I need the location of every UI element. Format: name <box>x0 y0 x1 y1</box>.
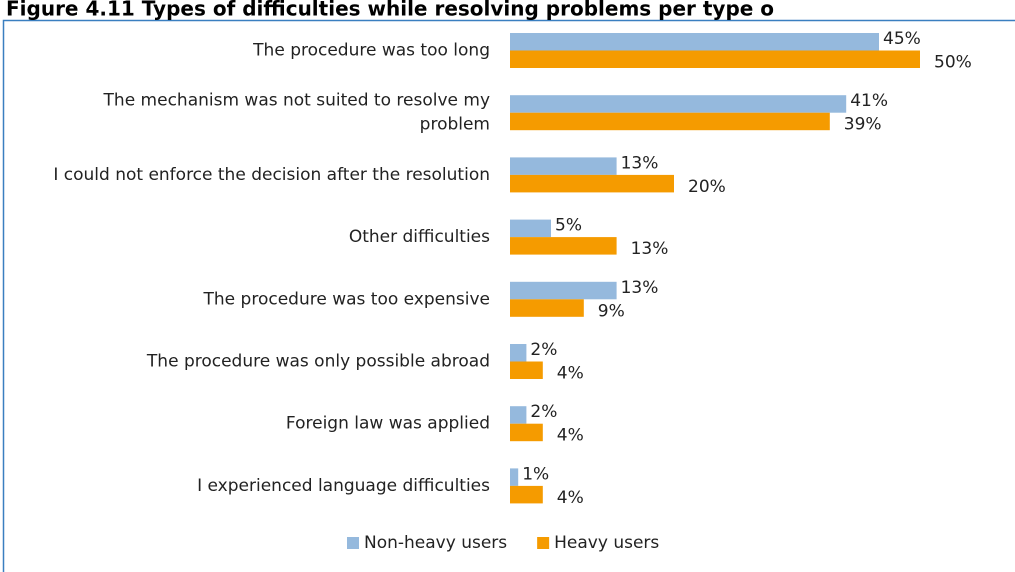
value-label: 50% <box>934 53 972 73</box>
value-label: 39% <box>844 115 882 135</box>
chart-title: Figure 4.11 Types of difficulties while … <box>6 0 774 21</box>
category-label: The procedure was too long <box>252 41 490 61</box>
bar <box>510 423 543 442</box>
value-label: 4% <box>557 426 584 446</box>
category-label: I experienced language difficulties <box>197 476 490 496</box>
category-label-line: The mechanism was not suited to resolve … <box>103 91 490 111</box>
chart-frame <box>2 19 1015 572</box>
category-label: I could not enforce the decision after t… <box>53 165 490 185</box>
bar <box>510 95 847 113</box>
bar <box>510 468 519 486</box>
value-label: 5% <box>555 216 582 236</box>
value-label: 2% <box>530 402 557 422</box>
category-label: The procedure was too expensive <box>203 289 490 309</box>
category-label-line: I experienced language difficulties <box>197 476 490 496</box>
category-label-line: Other difficulties <box>349 227 490 247</box>
bar <box>510 157 617 175</box>
bar <box>510 299 584 317</box>
value-label: 41% <box>850 91 888 111</box>
value-label: 4% <box>557 488 584 508</box>
bar <box>510 485 543 504</box>
legend-swatch <box>347 537 359 549</box>
value-label: 13% <box>621 278 659 298</box>
value-label: 13% <box>631 239 669 259</box>
bar <box>510 174 674 193</box>
bar <box>510 237 617 255</box>
category-label: The procedure was only possible abroad <box>146 352 490 372</box>
category-label-line: problem <box>420 115 490 135</box>
category-label-line: Foreign law was applied <box>286 414 490 434</box>
category-label-line: The procedure was too long <box>252 41 490 61</box>
category-label-line: The procedure was too expensive <box>203 289 490 309</box>
value-label: 45% <box>883 29 921 49</box>
value-label: 9% <box>598 301 625 321</box>
bar <box>510 406 527 424</box>
bar <box>510 50 920 68</box>
category-label-line: The procedure was only possible abroad <box>146 352 490 372</box>
bar <box>510 361 543 379</box>
legend-swatch <box>537 537 550 549</box>
bar <box>510 33 879 51</box>
bar <box>510 281 617 300</box>
category-label: The mechanism was not suited to resolve … <box>103 91 490 135</box>
bar <box>510 112 830 131</box>
value-label: 4% <box>557 364 584 384</box>
value-label: 13% <box>621 153 659 173</box>
value-label: 20% <box>688 177 726 197</box>
category-label: Other difficulties <box>349 227 490 247</box>
value-label: 2% <box>530 340 557 360</box>
bar <box>510 219 551 238</box>
legend-label: Heavy users <box>554 533 659 553</box>
legend-label: Non-heavy users <box>364 533 507 553</box>
category-label: Foreign law was applied <box>286 414 490 434</box>
value-label: 1% <box>522 464 549 484</box>
category-label-line: I could not enforce the decision after t… <box>53 165 490 185</box>
bar <box>510 344 527 362</box>
